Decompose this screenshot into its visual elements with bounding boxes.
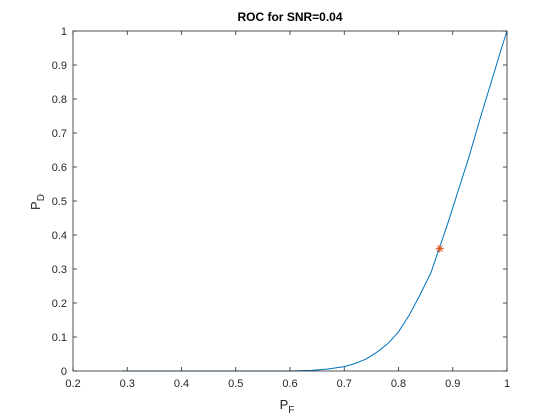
y-tick-label: 0.7 — [52, 128, 67, 140]
plot-background — [73, 31, 507, 371]
y-tick-label: 0.5 — [52, 196, 67, 208]
y-tick-label: 0.2 — [52, 298, 67, 310]
y-tick-label: 0.9 — [52, 60, 67, 72]
y-axis-label-main: P — [28, 201, 43, 210]
x-tick-label: 0.3 — [120, 378, 135, 390]
x-tick-label: 0.2 — [65, 378, 80, 390]
x-tick-label: 0.5 — [228, 378, 243, 390]
y-tick-label: 1 — [61, 26, 67, 38]
y-tick-label: 0.1 — [52, 332, 67, 344]
x-tick-label: 0.9 — [445, 378, 460, 390]
x-tick-label: 0.6 — [282, 378, 297, 390]
chart-title: ROC for SNR=0.04 — [237, 10, 342, 24]
x-tick-label: 0.7 — [337, 378, 352, 390]
x-tick-label: 1 — [504, 378, 510, 390]
y-axis-label-sub: D — [36, 194, 47, 201]
x-axis-label-sub: F — [288, 405, 294, 416]
y-tick-label: 0.8 — [52, 94, 67, 106]
y-axis-label: PD — [28, 194, 47, 210]
x-tick-label: 0.4 — [174, 378, 189, 390]
y-tick-label: 0.6 — [52, 162, 67, 174]
y-tick-label: 0.4 — [52, 230, 67, 242]
x-axis-label-main: P — [280, 397, 289, 412]
y-tick-label: 0.3 — [52, 264, 67, 276]
x-tick-label: 0.8 — [391, 378, 406, 390]
y-tick-label: 0 — [61, 366, 67, 378]
x-axis-label: PF — [280, 397, 295, 416]
